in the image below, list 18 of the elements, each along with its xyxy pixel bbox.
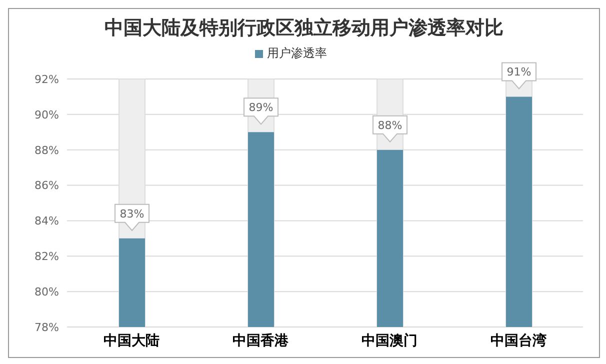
y-tick-label: 80% (34, 285, 59, 298)
data-label: 88% (378, 118, 402, 132)
y-tick-label: 84% (34, 214, 59, 228)
y-tick-label: 82% (34, 250, 59, 264)
x-tick-label: 中国澳门 (362, 332, 418, 349)
data-label: 89% (248, 101, 274, 114)
y-tick-label: 90% (34, 108, 59, 122)
legend-label: 用户渗透率 (267, 46, 327, 60)
y-tick-label: 92% (34, 72, 59, 86)
x-tick-label: 中国香港 (232, 332, 290, 349)
x-tick-label: 中国大陆 (104, 332, 160, 349)
chart-title: 中国大陆及特别行政区独立移动用户渗透率对比 (104, 16, 504, 41)
data-label: 83% (120, 207, 144, 220)
y-tick-label: 78% (34, 320, 59, 334)
data-label: 91% (506, 66, 532, 79)
y-tick-label: 86% (34, 179, 59, 192)
x-tick-label: 中国台湾 (490, 332, 546, 349)
y-tick-label: 88% (34, 144, 59, 157)
